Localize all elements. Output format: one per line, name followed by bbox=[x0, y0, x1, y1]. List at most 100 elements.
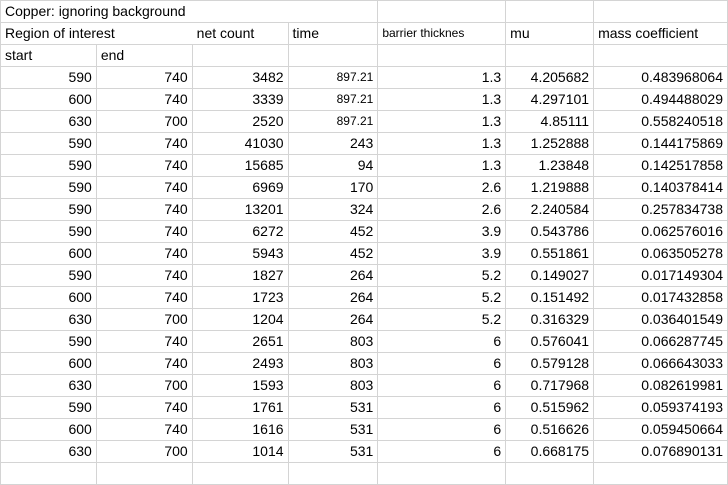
start-header[interactable]: start bbox=[0, 44, 97, 67]
mu-cell[interactable]: 0.316329 bbox=[505, 308, 595, 331]
mass-coefficient-cell[interactable]: 0.082619981 bbox=[593, 374, 728, 397]
empty-cell[interactable] bbox=[593, 462, 728, 485]
start-cell[interactable]: 630 bbox=[0, 374, 97, 397]
empty-cell[interactable] bbox=[287, 44, 379, 67]
time-cell[interactable]: 531 bbox=[287, 440, 379, 463]
net-count-cell[interactable]: 41030 bbox=[191, 132, 289, 155]
net-count-cell[interactable]: 2520 bbox=[191, 110, 289, 133]
barrier-thickness-cell[interactable]: 5.2 bbox=[377, 264, 507, 287]
mass-coefficient-cell[interactable]: 0.483968064 bbox=[593, 66, 728, 89]
start-cell[interactable]: 590 bbox=[0, 330, 97, 353]
barrier-thickness-cell[interactable]: 3.9 bbox=[377, 220, 507, 243]
start-cell[interactable]: 590 bbox=[0, 176, 97, 199]
start-cell[interactable]: 600 bbox=[0, 352, 97, 375]
end-cell[interactable]: 740 bbox=[95, 330, 193, 353]
barrier-thickness-cell[interactable]: 5.2 bbox=[377, 286, 507, 309]
net-count-cell[interactable]: 1204 bbox=[191, 308, 289, 331]
barrier-thickness-cell[interactable]: 1.3 bbox=[377, 132, 507, 155]
mu-header[interactable]: mu bbox=[505, 22, 595, 45]
time-header[interactable]: time bbox=[287, 22, 379, 45]
mu-cell[interactable]: 0.579128 bbox=[505, 352, 595, 375]
barrier-thickness-cell[interactable]: 2.6 bbox=[377, 176, 507, 199]
start-cell[interactable]: 590 bbox=[0, 220, 97, 243]
net-count-cell[interactable]: 2651 bbox=[191, 330, 289, 353]
mass-coefficient-cell[interactable]: 0.036401549 bbox=[593, 308, 728, 331]
mu-cell[interactable]: 0.576041 bbox=[505, 330, 595, 353]
start-cell[interactable]: 590 bbox=[0, 154, 97, 177]
barrier-thickness-cell[interactable]: 6 bbox=[377, 418, 507, 441]
mass-coefficient-cell[interactable]: 0.076890131 bbox=[593, 440, 728, 463]
mass-coefficient-cell[interactable]: 0.066643033 bbox=[593, 352, 728, 375]
mu-cell[interactable]: 0.543786 bbox=[505, 220, 595, 243]
time-cell[interactable]: 897.21 bbox=[287, 88, 379, 111]
time-cell[interactable]: 94 bbox=[287, 154, 379, 177]
empty-cell[interactable] bbox=[377, 462, 507, 485]
start-cell[interactable]: 600 bbox=[0, 88, 97, 111]
time-cell[interactable]: 803 bbox=[287, 330, 379, 353]
mu-cell[interactable]: 0.717968 bbox=[505, 374, 595, 397]
mass-coefficient-cell[interactable]: 0.257834738 bbox=[593, 198, 728, 221]
end-cell[interactable]: 740 bbox=[95, 88, 193, 111]
mass-coefficient-cell[interactable]: 0.144175869 bbox=[593, 132, 728, 155]
end-cell[interactable]: 740 bbox=[95, 242, 193, 265]
barrier-thickness-cell[interactable]: 6 bbox=[377, 330, 507, 353]
empty-cell[interactable] bbox=[95, 462, 193, 485]
empty-cell[interactable] bbox=[505, 462, 595, 485]
barrier-thickness-cell[interactable]: 6 bbox=[377, 352, 507, 375]
barrier-thickness-cell[interactable]: 1.3 bbox=[377, 88, 507, 111]
end-cell[interactable]: 740 bbox=[95, 154, 193, 177]
mu-cell[interactable]: 1.252888 bbox=[505, 132, 595, 155]
barrier-thickness-cell[interactable]: 1.3 bbox=[377, 110, 507, 133]
empty-cell[interactable] bbox=[505, 44, 595, 67]
end-cell[interactable]: 740 bbox=[95, 132, 193, 155]
end-header[interactable]: end bbox=[95, 44, 193, 67]
time-cell[interactable]: 531 bbox=[287, 396, 379, 419]
end-cell[interactable]: 700 bbox=[95, 308, 193, 331]
mu-cell[interactable]: 4.297101 bbox=[505, 88, 595, 111]
end-cell[interactable]: 740 bbox=[95, 198, 193, 221]
mu-cell[interactable]: 0.149027 bbox=[505, 264, 595, 287]
mass-coefficient-cell[interactable]: 0.017149304 bbox=[593, 264, 728, 287]
empty-cell[interactable] bbox=[287, 462, 379, 485]
mu-cell[interactable]: 1.23848 bbox=[505, 154, 595, 177]
barrier-thickness-cell[interactable]: 6 bbox=[377, 440, 507, 463]
net-count-cell[interactable]: 1616 bbox=[191, 418, 289, 441]
mu-cell[interactable]: 4.85111 bbox=[505, 110, 595, 133]
time-cell[interactable]: 264 bbox=[287, 286, 379, 309]
barrier-thickness-cell[interactable]: 1.3 bbox=[377, 66, 507, 89]
start-cell[interactable]: 630 bbox=[0, 308, 97, 331]
end-cell[interactable]: 740 bbox=[95, 418, 193, 441]
start-cell[interactable]: 590 bbox=[0, 396, 97, 419]
empty-cell[interactable] bbox=[593, 0, 728, 23]
mass-coefficient-cell[interactable]: 0.494488029 bbox=[593, 88, 728, 111]
end-cell[interactable]: 700 bbox=[95, 440, 193, 463]
barrier-thickness-cell[interactable]: 6 bbox=[377, 374, 507, 397]
end-cell[interactable]: 740 bbox=[95, 352, 193, 375]
start-cell[interactable]: 590 bbox=[0, 264, 97, 287]
start-cell[interactable]: 600 bbox=[0, 418, 97, 441]
barrier-thickness-cell[interactable]: 2.6 bbox=[377, 198, 507, 221]
empty-cell[interactable] bbox=[377, 44, 507, 67]
time-cell[interactable]: 803 bbox=[287, 352, 379, 375]
time-cell[interactable]: 897.21 bbox=[287, 110, 379, 133]
time-cell[interactable]: 531 bbox=[287, 418, 379, 441]
end-cell[interactable]: 740 bbox=[95, 396, 193, 419]
mu-cell[interactable]: 1.219888 bbox=[505, 176, 595, 199]
time-cell[interactable]: 264 bbox=[287, 308, 379, 331]
empty-cell[interactable] bbox=[191, 462, 289, 485]
net-count-cell[interactable]: 2493 bbox=[191, 352, 289, 375]
empty-cell[interactable] bbox=[377, 0, 507, 23]
mu-cell[interactable]: 0.151492 bbox=[505, 286, 595, 309]
empty-cell[interactable] bbox=[191, 44, 289, 67]
time-cell[interactable]: 243 bbox=[287, 132, 379, 155]
start-cell[interactable]: 630 bbox=[0, 110, 97, 133]
mass-coefficient-cell[interactable]: 0.062576016 bbox=[593, 220, 728, 243]
end-cell[interactable]: 740 bbox=[95, 66, 193, 89]
mass-coefficient-cell[interactable]: 0.142517858 bbox=[593, 154, 728, 177]
time-cell[interactable]: 264 bbox=[287, 264, 379, 287]
time-cell[interactable]: 324 bbox=[287, 198, 379, 221]
region-of-interest-header[interactable]: Region of interest bbox=[0, 22, 193, 45]
mu-cell[interactable]: 0.668175 bbox=[505, 440, 595, 463]
start-cell[interactable]: 590 bbox=[0, 66, 97, 89]
mu-cell[interactable]: 0.551861 bbox=[505, 242, 595, 265]
